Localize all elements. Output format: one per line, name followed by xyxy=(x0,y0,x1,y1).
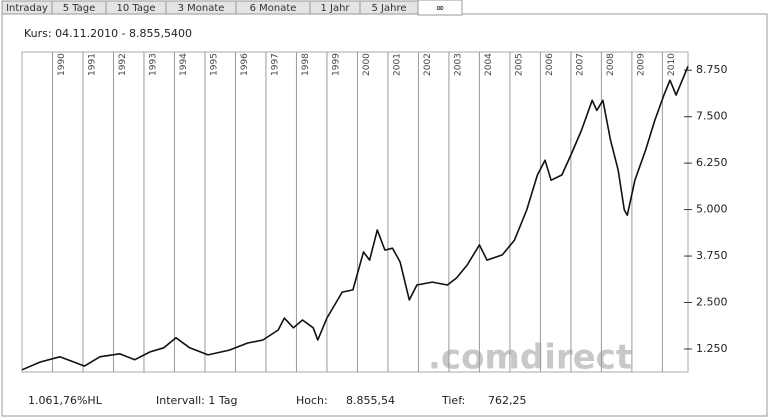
tab[interactable] xyxy=(417,0,463,16)
x-tick-label: 2004 xyxy=(484,53,494,76)
kurs-label: Kurs: 04.11.2010 - 8.855,5400 xyxy=(24,27,192,40)
y-tick-label: 6.250 xyxy=(696,156,728,169)
tab-label[interactable]: 6 Monate xyxy=(250,3,297,14)
x-tick-label: 1992 xyxy=(118,53,128,76)
y-tick-label: 5.000 xyxy=(696,203,728,216)
x-tick-label: 2009 xyxy=(636,53,646,76)
tab-label[interactable]: ∞ xyxy=(436,3,444,14)
x-tick-label: 2000 xyxy=(362,53,372,76)
tab-bar: Intraday 5 Tage 10 Tage 3 Monate 6 Monate 1 J… xyxy=(1,0,463,16)
x-tick-label: 1995 xyxy=(209,53,219,76)
footer-change: 1.061,76%HL xyxy=(28,394,103,407)
x-tick-label: 2005 xyxy=(514,53,524,76)
footer-high-label: Hoch: xyxy=(296,394,328,407)
price-line xyxy=(21,65,689,371)
tab-label[interactable]: 3 Monate xyxy=(178,3,225,14)
x-tick-label: 1999 xyxy=(331,53,341,76)
tab-label[interactable]: 1 Jahr xyxy=(320,3,350,14)
x-tick-label: 2002 xyxy=(423,53,433,76)
x-tick-label: 1991 xyxy=(87,53,97,76)
x-tick-label: 1990 xyxy=(57,53,67,76)
tab-label[interactable]: 5 Tage xyxy=(63,3,96,14)
x-tick-label: 1993 xyxy=(148,53,158,76)
footer-low: 762,25 xyxy=(488,394,527,407)
watermark: .comdirect xyxy=(428,338,632,378)
x-tick-label: 2006 xyxy=(545,53,555,76)
y-tick-label: 2.500 xyxy=(696,295,728,308)
x-tick-label: 1997 xyxy=(270,53,280,76)
footer-high: 8.855,54 xyxy=(346,394,395,407)
x-tick-label: 2007 xyxy=(575,53,585,76)
footer-interval: Intervall: 1 Tag xyxy=(156,394,238,407)
x-tick-label: 2001 xyxy=(392,53,402,76)
x-tick-label: 2003 xyxy=(453,53,463,76)
tab-label[interactable]: 10 Tage xyxy=(117,3,156,14)
x-tick-label: 1994 xyxy=(179,53,189,76)
tab-label[interactable]: 5 Jahre xyxy=(372,3,407,14)
y-tick-label: 1.250 xyxy=(696,342,728,355)
x-tick-label: 2010 xyxy=(667,53,677,76)
x-tick-label: 1996 xyxy=(240,53,250,76)
footer-low-label: Tief: xyxy=(441,394,465,407)
plot-area xyxy=(21,51,689,373)
x-tick-label: 2008 xyxy=(606,53,616,76)
y-tick-label: 7.500 xyxy=(696,110,728,123)
y-tick-label: 3.750 xyxy=(696,249,728,262)
y-tick-label: 8.750 xyxy=(696,63,728,76)
tab-label[interactable]: Intraday xyxy=(6,3,48,14)
x-tick-label: 1998 xyxy=(301,53,311,76)
